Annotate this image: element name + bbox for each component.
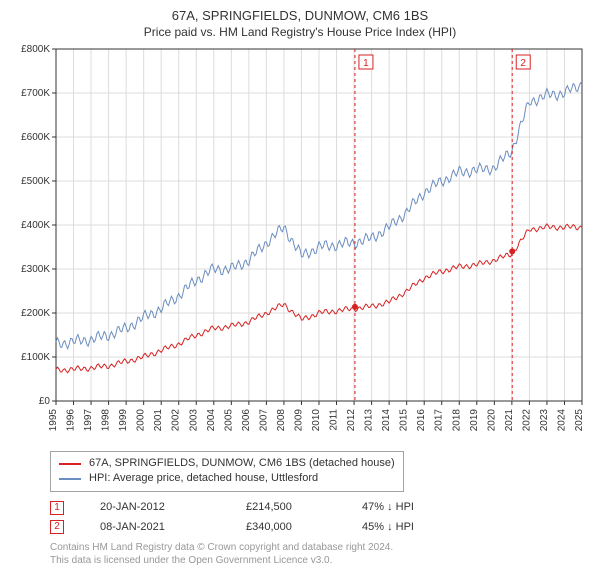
svg-text:2005: 2005 xyxy=(223,409,234,432)
svg-text:1996: 1996 xyxy=(66,409,77,432)
svg-text:£800K: £800K xyxy=(21,45,50,55)
legend-swatch-2 xyxy=(59,478,81,480)
legend-box: 67A, SPRINGFIELDS, DUNMOW, CM6 1BS (deta… xyxy=(50,451,404,492)
svg-text:2006: 2006 xyxy=(241,409,252,432)
svg-text:2015: 2015 xyxy=(399,409,410,432)
svg-text:2017: 2017 xyxy=(434,409,445,432)
svg-text:£200K: £200K xyxy=(21,308,50,319)
footer-attribution: Contains HM Land Registry data © Crown c… xyxy=(50,541,588,567)
legend-label: 67A, SPRINGFIELDS, DUNMOW, CM6 1BS (deta… xyxy=(89,456,395,471)
svg-text:£700K: £700K xyxy=(21,88,50,99)
event-price: £340,000 xyxy=(246,518,326,538)
legend-swatch-1 xyxy=(59,463,81,465)
footer-line-2: This data is licensed under the Open Gov… xyxy=(50,554,588,567)
svg-text:2022: 2022 xyxy=(521,409,532,432)
event-row: 1 20-JAN-2012 £214,500 47% ↓ HPI xyxy=(50,498,588,518)
svg-text:£300K: £300K xyxy=(21,264,50,275)
svg-text:2001: 2001 xyxy=(153,409,164,432)
svg-text:2023: 2023 xyxy=(539,409,550,432)
svg-text:£600K: £600K xyxy=(21,132,50,143)
svg-text:£0: £0 xyxy=(39,396,51,407)
event-marker-2: 2 xyxy=(50,520,64,534)
event-date: 08-JAN-2021 xyxy=(100,518,210,538)
svg-text:2011: 2011 xyxy=(329,409,340,431)
svg-text:2012: 2012 xyxy=(346,409,357,432)
svg-text:2004: 2004 xyxy=(206,409,217,432)
chart-title: 67A, SPRINGFIELDS, DUNMOW, CM6 1BS xyxy=(12,8,588,23)
chart-subtitle: Price paid vs. HM Land Registry's House … xyxy=(12,25,588,39)
event-list: 1 20-JAN-2012 £214,500 47% ↓ HPI 2 08-JA… xyxy=(50,498,588,538)
event-hpi: 47% ↓ HPI xyxy=(362,498,414,518)
svg-text:2018: 2018 xyxy=(451,409,462,432)
svg-text:2025: 2025 xyxy=(574,409,585,432)
svg-text:2: 2 xyxy=(520,58,526,69)
legend-row: HPI: Average price, detached house, Uttl… xyxy=(59,471,395,486)
footer-line-1: Contains HM Land Registry data © Crown c… xyxy=(50,541,588,554)
svg-text:1997: 1997 xyxy=(83,409,94,432)
svg-text:1: 1 xyxy=(363,58,369,69)
chart-container: 67A, SPRINGFIELDS, DUNMOW, CM6 1BS Price… xyxy=(0,0,600,560)
svg-text:2000: 2000 xyxy=(136,409,147,432)
event-price: £214,500 xyxy=(246,498,326,518)
svg-text:2002: 2002 xyxy=(171,409,182,432)
svg-text:£100K: £100K xyxy=(21,352,50,363)
svg-text:2019: 2019 xyxy=(469,409,480,432)
event-hpi: 45% ↓ HPI xyxy=(362,518,414,538)
svg-text:1995: 1995 xyxy=(48,409,59,432)
svg-text:2016: 2016 xyxy=(416,409,427,432)
svg-text:£500K: £500K xyxy=(21,176,50,187)
svg-text:2014: 2014 xyxy=(381,409,392,432)
svg-text:2020: 2020 xyxy=(486,409,497,432)
legend-label: HPI: Average price, detached house, Uttl… xyxy=(89,471,318,486)
svg-text:2009: 2009 xyxy=(293,409,304,432)
event-date: 20-JAN-2012 xyxy=(100,498,210,518)
event-marker-1: 1 xyxy=(50,501,64,515)
svg-text:2008: 2008 xyxy=(276,409,287,432)
event-row: 2 08-JAN-2021 £340,000 45% ↓ HPI xyxy=(50,518,588,538)
chart-svg: £0 £100K £200K £300K £400K £500K £600K £700K £80… xyxy=(12,45,588,445)
svg-text:2024: 2024 xyxy=(556,409,567,432)
svg-text:2003: 2003 xyxy=(188,409,199,432)
svg-text:1998: 1998 xyxy=(101,409,112,432)
chart-area: £0 £100K £200K £300K £400K £500K £600K £700K £80… xyxy=(12,45,588,445)
legend-row: 67A, SPRINGFIELDS, DUNMOW, CM6 1BS (deta… xyxy=(59,456,395,471)
svg-text:£400K: £400K xyxy=(21,220,50,231)
svg-text:2010: 2010 xyxy=(311,409,322,432)
svg-text:2007: 2007 xyxy=(258,409,269,432)
svg-text:2013: 2013 xyxy=(364,409,375,432)
svg-text:1999: 1999 xyxy=(118,409,129,432)
svg-text:2021: 2021 xyxy=(504,409,515,432)
